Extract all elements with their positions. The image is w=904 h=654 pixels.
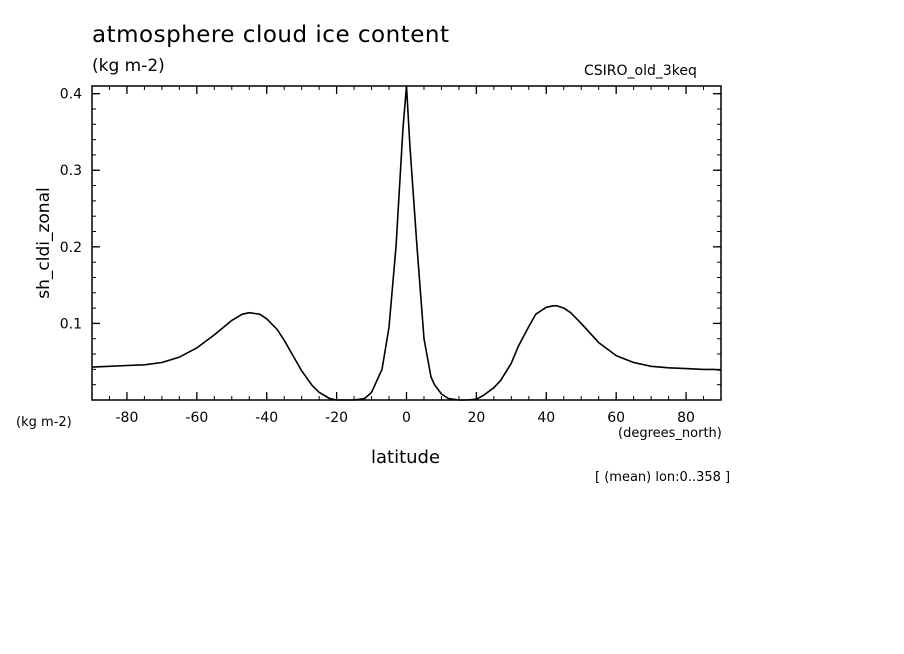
x-tick-label: 0 — [402, 410, 411, 426]
x-axis-label: latitude — [371, 447, 441, 468]
x-axis-units: (degrees_north) — [618, 426, 722, 441]
y-tick-label: 0.2 — [60, 240, 82, 256]
model-name: CSIRO_old_3keq — [584, 63, 697, 79]
chart-title: atmosphere cloud ice content — [92, 22, 450, 48]
series-line — [91, 85, 722, 401]
chart-units: (kg m-2) — [92, 56, 165, 76]
y-axis-units: (kg m-2) — [16, 415, 72, 430]
x-tick-label: 80 — [677, 410, 695, 426]
x-tick-label: -60 — [185, 410, 208, 426]
x-tick-label: -40 — [255, 410, 278, 426]
y-tick-label: 0.3 — [60, 163, 82, 179]
footnote: [ (mean) lon:0..358 ] — [595, 470, 731, 485]
x-tick-label: -20 — [325, 410, 348, 426]
y-tick-label: 0.4 — [60, 87, 82, 103]
plot-frame — [91, 85, 722, 401]
tick-labels: -80 -60 -40 -20 0 20 40 60 80 0.1 0.2 0.3 0.4 — [60, 87, 695, 426]
x-tick-label: 40 — [537, 410, 555, 426]
x-tick-label: -80 — [116, 410, 139, 426]
x-tick-label: 20 — [467, 410, 485, 426]
major-ticks — [92, 86, 721, 400]
y-tick-label: 0.1 — [60, 316, 82, 332]
x-tick-label: 60 — [607, 410, 625, 426]
